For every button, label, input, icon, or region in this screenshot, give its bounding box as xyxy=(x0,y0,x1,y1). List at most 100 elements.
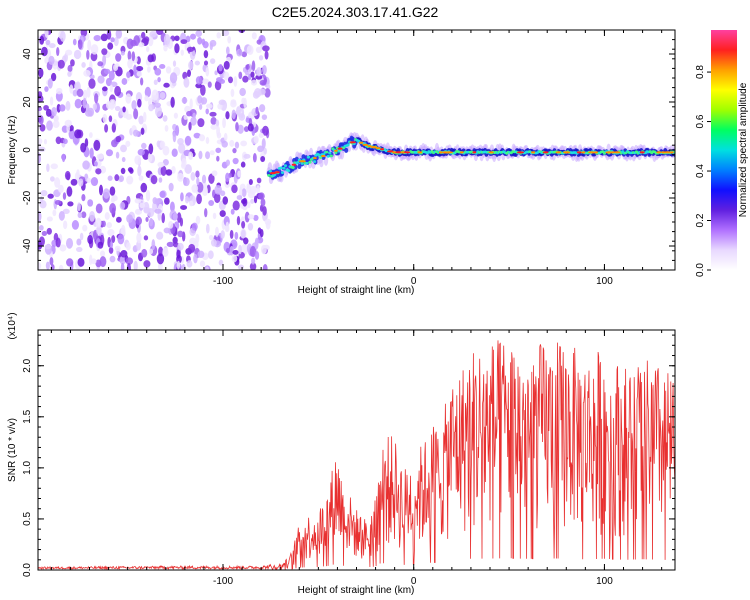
spectrogram-noise-cell xyxy=(210,124,218,130)
spectrogram-signal-core xyxy=(280,171,285,175)
spectrogram-noise-cell xyxy=(44,244,52,250)
spectrogram-noise-cell xyxy=(90,177,99,187)
spectrogram-noise-cell xyxy=(109,255,116,263)
spectrogram-signal-peak xyxy=(562,151,571,154)
spectrogram-noise-cell xyxy=(202,78,210,85)
spectrogram-noise-cell xyxy=(48,55,55,65)
spectrogram-noise-cell xyxy=(61,153,66,163)
spectrogram-noise-cell xyxy=(236,195,243,200)
spectrogram-noise-cell xyxy=(59,104,66,112)
spectrogram-signal-core xyxy=(319,156,323,159)
spectrogram-noise-cell xyxy=(140,31,146,39)
spectrogram-signal-peak xyxy=(605,151,613,154)
spectrogram-noise-cell xyxy=(240,229,246,239)
spectrogram-signal-core xyxy=(326,154,330,158)
spectrogram-noise-cell xyxy=(181,157,187,168)
spectrogram-noise-cell xyxy=(104,123,109,133)
spectrogram-noise-cell xyxy=(168,220,174,229)
spectrogram-noise-cell xyxy=(65,100,71,111)
spectrogram-signal-peak xyxy=(362,143,369,146)
spectrogram-noise-cell xyxy=(239,87,246,97)
spectrogram-noise-cell xyxy=(57,59,65,69)
spectrogram-noise-cell xyxy=(190,33,197,40)
spectrogram-noise-cell xyxy=(174,35,180,42)
spectrogram-noise-cell xyxy=(101,86,108,92)
spectrogram-noise-cell xyxy=(76,238,82,246)
spectrogram-signal-peak xyxy=(380,148,385,151)
spectrogram-noise-cell xyxy=(125,140,131,147)
spectrogram-noise-cell xyxy=(240,161,246,168)
spectrogram-noise-cell xyxy=(59,244,67,252)
spectrogram-signal-peak xyxy=(370,146,378,149)
spectrogram-noise-cell xyxy=(154,208,162,214)
spectrogram-noise-cell xyxy=(231,109,236,120)
spectrogram-noise-cell xyxy=(169,201,175,213)
chart-title: C2E5.2024.303.17.41.G22 xyxy=(272,4,439,20)
spectrogram-noise-cell xyxy=(225,221,230,232)
spectrogram-noise-cell xyxy=(214,226,219,238)
spectrogram-noise-cell xyxy=(106,221,112,229)
spectrogram-noise-cell xyxy=(136,232,142,244)
spectrogram-noise-cell xyxy=(236,215,241,226)
spectrogram-noise-cell xyxy=(59,30,66,42)
spectrogram-noise-cell xyxy=(127,58,133,69)
spectrogram-noise-cell xyxy=(168,182,174,192)
spectrogram-noise-cell xyxy=(86,177,92,184)
spectrogram-noise-cell xyxy=(102,113,108,123)
spectrogram-noise-cell xyxy=(109,186,116,196)
spectrogram-noise-cell xyxy=(214,185,222,195)
spectrogram-noise-cell xyxy=(159,140,166,149)
spectrogram-noise-cell xyxy=(75,246,83,252)
spectrogram-noise-cell xyxy=(38,262,42,270)
spectrogram-noise-cell xyxy=(87,199,94,207)
spectrogram-noise-cell xyxy=(67,71,72,77)
spectrogram-noise-cell xyxy=(249,262,257,270)
spectrogram-noise-cell xyxy=(184,196,190,204)
spectrogram-noise-cell xyxy=(137,165,142,177)
spectrogram-noise-cell xyxy=(88,78,96,89)
spectrogram-signal-core xyxy=(312,160,317,163)
spectrogram-noise-cell xyxy=(153,79,158,86)
spectrogram-noise-cell xyxy=(157,76,161,83)
spectrogram-noise-cell xyxy=(114,245,121,252)
spectrogram-noise-cell xyxy=(209,111,217,117)
spectrogram-noise-cell xyxy=(198,134,206,142)
spectrogram-noise-cell xyxy=(170,96,175,108)
spectrogram-noise-cell xyxy=(198,150,203,160)
spectrogram-signal-peak xyxy=(386,150,394,153)
spectrogram-noise-cell xyxy=(44,86,49,92)
spectrogram-noise-cell xyxy=(137,148,145,156)
spectrogram-noise-cell xyxy=(258,132,264,138)
spectrogram-noise-cell xyxy=(207,81,212,88)
spectrogram-noise-cell xyxy=(46,163,50,173)
spectrogram-noise-cell xyxy=(245,64,250,70)
spectrogram-noise-cell xyxy=(195,83,202,89)
spectrogram-noise-cell xyxy=(87,39,92,51)
spectrogram-noise-cell xyxy=(108,246,114,254)
spectrogram-noise-cell xyxy=(114,106,121,112)
spectrogram-noise-cell xyxy=(95,217,102,228)
spectrogram-noise-cell xyxy=(110,99,116,109)
spectrogram-noise-cell xyxy=(138,115,144,125)
spectrogram-signal-peak xyxy=(291,163,297,166)
spectrogram-signal-peak xyxy=(613,151,621,154)
spectrogram-noise-cell xyxy=(38,210,42,223)
spectrogram-signal-band xyxy=(344,147,349,153)
spectrogram-noise-cell xyxy=(55,136,62,145)
spectrogram-noise-cell xyxy=(46,227,52,235)
spectrogram-noise-cell xyxy=(235,121,239,132)
spectrogram-noise-cell xyxy=(38,137,43,145)
spectrogram-noise-cell xyxy=(232,148,237,154)
spectrogram-noise-cell xyxy=(188,121,192,131)
spectrogram-noise-cell xyxy=(144,95,149,102)
spectrogram-noise-cell xyxy=(257,227,262,234)
spectrogram-noise-cell xyxy=(109,241,114,249)
spectrogram-noise-cell xyxy=(47,193,54,199)
snr-y-tick-label: 0.0 xyxy=(22,563,33,577)
spectrogram-noise-cell xyxy=(205,108,209,115)
spectrogram-y-tick-label: -20 xyxy=(22,190,33,205)
spectrogram-noise-cell xyxy=(150,175,158,185)
spectrogram-noise-cell xyxy=(115,135,122,143)
spectrogram-noise-cell xyxy=(172,212,178,221)
spectrogram-noise-cell xyxy=(115,30,123,39)
